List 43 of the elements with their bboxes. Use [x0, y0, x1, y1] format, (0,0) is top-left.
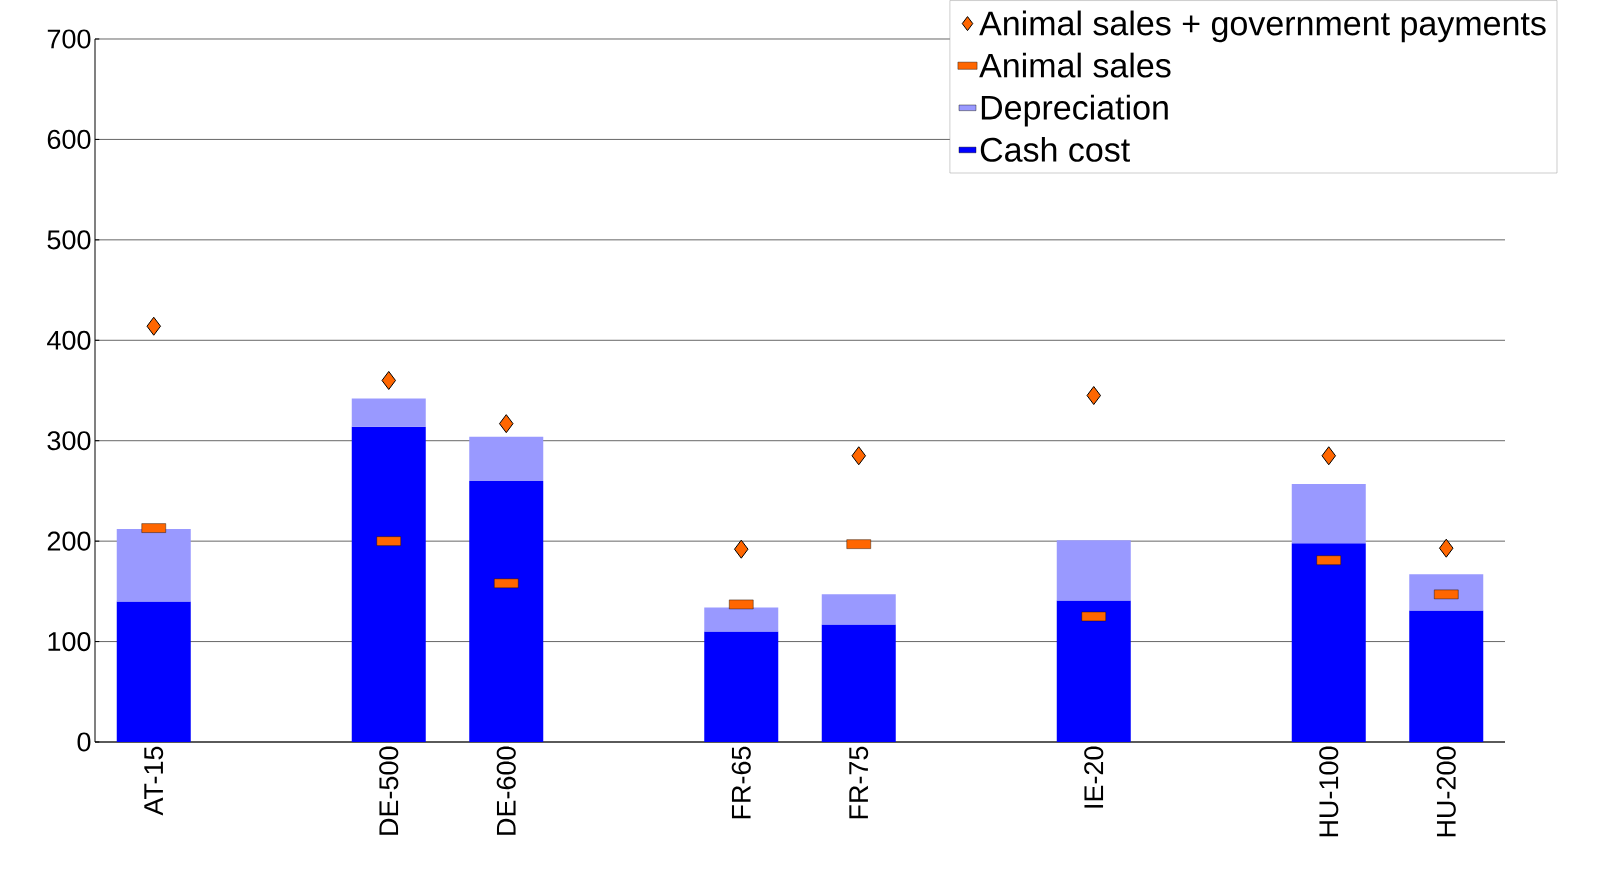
- x-tick-label: HU-200: [1436, 746, 1456, 837]
- y-tick-label: 200: [47, 531, 91, 551]
- x-tick-label: AT-15: [144, 746, 164, 816]
- legend-label: Animal sales + government payments: [979, 10, 1546, 43]
- legend-label: Animal sales: [979, 52, 1171, 78]
- point: [734, 539, 749, 559]
- bar: [1056, 540, 1131, 601]
- x-tick-label: IE-20: [1084, 746, 1104, 808]
- y-tick-label: 500: [47, 230, 91, 250]
- point: [381, 370, 396, 390]
- point: [851, 446, 866, 466]
- x-tick-label: DE-600: [496, 746, 516, 835]
- point: [499, 414, 514, 434]
- bar: [821, 594, 896, 625]
- y-tick-label: 0: [77, 732, 91, 752]
- bar: [704, 631, 779, 742]
- y-tick-label: 600: [47, 129, 91, 149]
- bar: [821, 624, 896, 742]
- bar: [469, 436, 544, 481]
- bar: [1056, 600, 1131, 742]
- bar: [351, 398, 426, 427]
- y-tick-label: 100: [48, 632, 91, 652]
- point: [1086, 386, 1102, 406]
- bar: [116, 529, 191, 602]
- bar: [1291, 543, 1366, 742]
- point: [1321, 446, 1337, 466]
- bar: [351, 426, 426, 742]
- bar: [704, 607, 779, 632]
- bar: [1409, 610, 1484, 742]
- legend-label: Cash cost: [980, 136, 1130, 162]
- x-tick-label: FR-75: [849, 746, 869, 819]
- y-tick-label: 400: [47, 330, 91, 350]
- bar: [116, 601, 191, 742]
- x-tick-label: DE-500: [379, 746, 399, 835]
- bar: [469, 480, 544, 742]
- point: [146, 316, 161, 336]
- point: [1439, 538, 1454, 558]
- y-tick-label: 700: [47, 29, 91, 49]
- x-tick-label: HU-100: [1319, 746, 1339, 837]
- y-tick-label: 300: [47, 431, 91, 451]
- bar: [1291, 483, 1366, 544]
- legend-label: Depreciation: [981, 94, 1168, 127]
- x-tick-label: FR-65: [731, 746, 751, 819]
